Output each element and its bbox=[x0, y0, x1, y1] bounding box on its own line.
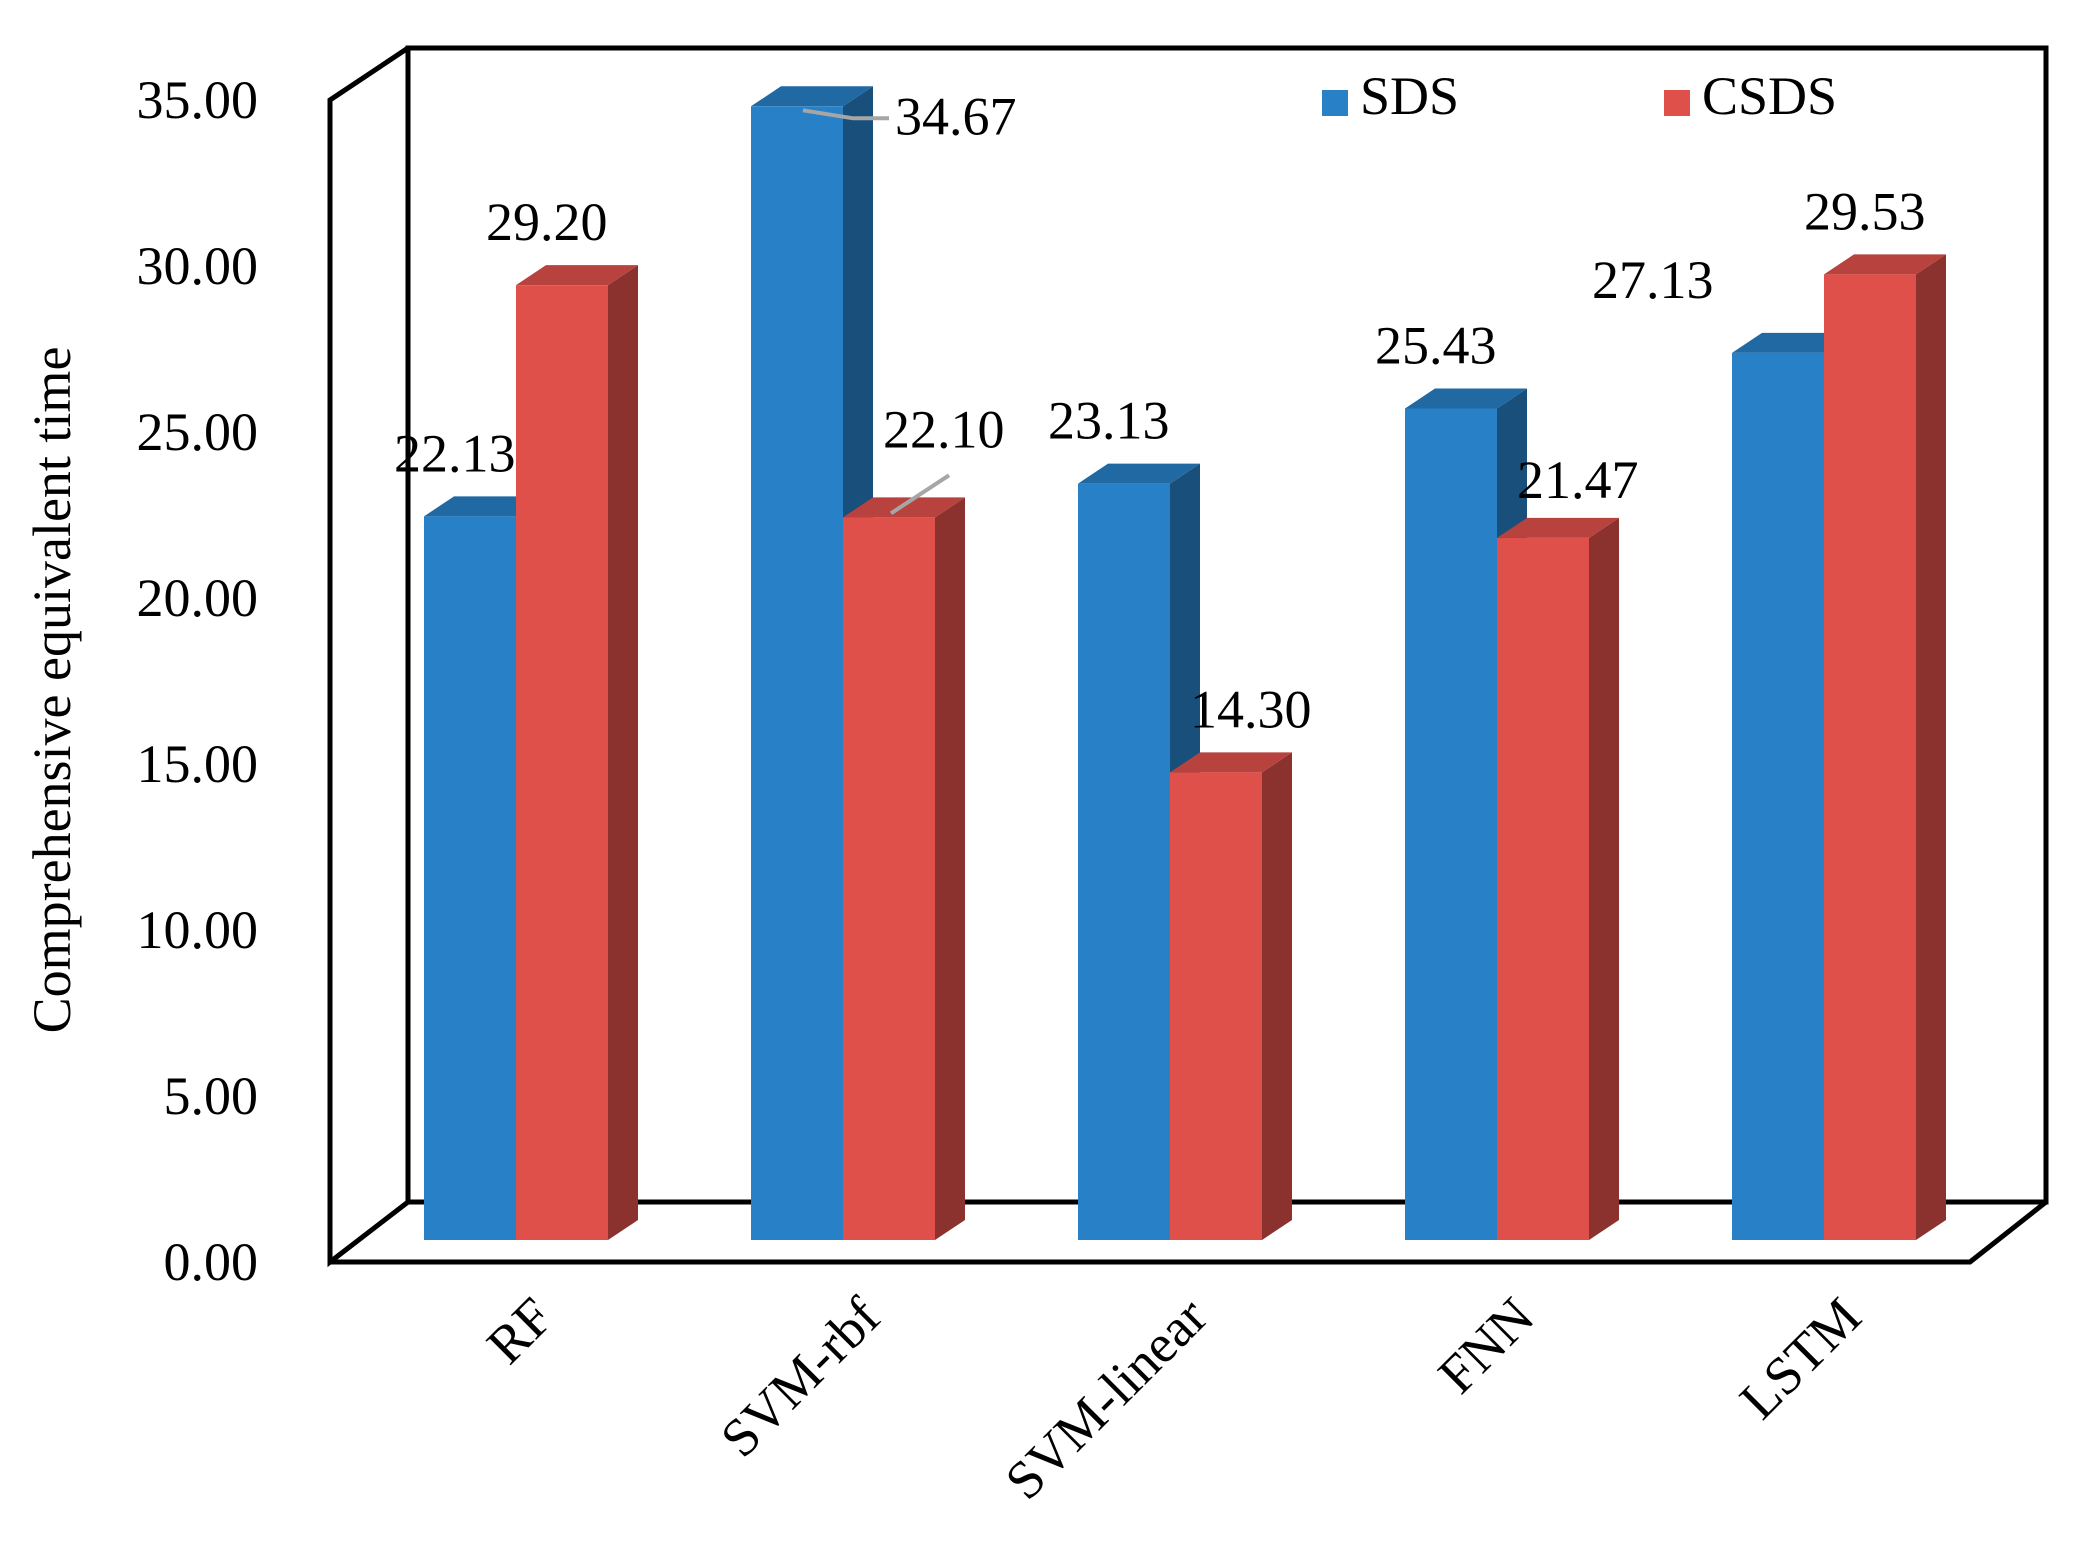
legend-swatch-csds bbox=[1664, 90, 1690, 116]
data-label-csds: 29.53 bbox=[1804, 181, 1926, 241]
legend-label-sds: SDS bbox=[1360, 66, 1459, 126]
x-axis-categories: RF SVM-rbf SVM-linear FNN LSTM bbox=[475, 1286, 1872, 1511]
data-label-csds: 29.20 bbox=[486, 192, 608, 252]
data-label-sds: 25.43 bbox=[1375, 315, 1497, 375]
x-tick-label: SVM-linear bbox=[994, 1286, 1219, 1511]
bar-top-sds bbox=[1078, 463, 1200, 484]
bars bbox=[424, 86, 1946, 1241]
bar-sds-rf bbox=[424, 516, 516, 1240]
bar-sds-svm-linear bbox=[1078, 483, 1170, 1240]
bar-top-csds bbox=[1497, 517, 1619, 538]
y-tick-label: 25.00 bbox=[137, 402, 259, 462]
data-labels: 22.13 29.20 34.67 22.10 23.13 14.30 25.43 21.47… bbox=[394, 86, 1926, 739]
bar-side-csds bbox=[1916, 254, 1946, 1240]
bar-top-csds bbox=[516, 265, 638, 286]
bar-csds-fnn bbox=[1497, 537, 1589, 1240]
y-axis-title: Comprehensive equivalent time bbox=[22, 347, 82, 1034]
bar-top-sds bbox=[1405, 388, 1527, 409]
y-tick-label: 5.00 bbox=[164, 1066, 259, 1126]
y-tick-label: 35.00 bbox=[137, 70, 259, 130]
y-tick-label: 10.00 bbox=[137, 900, 259, 960]
data-label-sds: 23.13 bbox=[1048, 391, 1170, 451]
bar-top-sds bbox=[424, 496, 546, 517]
y-tick-label: 0.00 bbox=[164, 1232, 259, 1292]
bar-side-csds bbox=[1589, 517, 1619, 1240]
bar-top-sds bbox=[751, 86, 873, 107]
bar-sds-fnn bbox=[1405, 408, 1497, 1241]
y-tick-label: 15.00 bbox=[137, 734, 259, 794]
x-tick-label: LSTM bbox=[1728, 1286, 1872, 1430]
x-tick-label: FNN bbox=[1427, 1286, 1546, 1405]
bar-top-csds bbox=[1824, 254, 1946, 275]
bar-csds-rf bbox=[516, 285, 608, 1240]
bar-sds-svm-rbf bbox=[751, 106, 843, 1240]
bar-csds-svm-linear bbox=[1170, 772, 1262, 1240]
x-tick-label: RF bbox=[475, 1286, 564, 1375]
data-label-sds: 34.67 bbox=[895, 86, 1017, 146]
bar-top-sds bbox=[1732, 332, 1854, 353]
bar-side-csds bbox=[935, 497, 965, 1241]
bar-top-csds bbox=[843, 497, 965, 518]
legend: SDS CSDS bbox=[1322, 66, 1837, 126]
legend-label-csds: CSDS bbox=[1702, 66, 1837, 126]
bar-side-csds bbox=[608, 265, 638, 1240]
x-tick-label: SVM-rbf bbox=[709, 1286, 891, 1468]
bar-csds-lstm bbox=[1824, 274, 1916, 1240]
data-label-csds: 14.30 bbox=[1190, 679, 1312, 739]
data-label-csds: 22.10 bbox=[883, 399, 1005, 459]
legend-swatch-sds bbox=[1322, 90, 1348, 116]
leader-line bbox=[802, 108, 889, 121]
data-label-sds: 27.13 bbox=[1592, 250, 1714, 310]
bar-side-csds bbox=[1262, 752, 1292, 1240]
bar-sds-lstm bbox=[1732, 352, 1824, 1240]
bar-csds-svm-rbf bbox=[843, 517, 935, 1240]
leader-line bbox=[889, 473, 951, 516]
data-label-sds: 22.13 bbox=[394, 423, 516, 483]
y-tick-label: 30.00 bbox=[137, 236, 259, 296]
side-wall bbox=[327, 45, 410, 1268]
data-label-csds: 21.47 bbox=[1517, 450, 1639, 510]
floor bbox=[330, 1200, 2048, 1265]
bar-top-csds bbox=[1170, 752, 1292, 773]
y-axis-ticks: 0.00 5.00 10.00 15.00 20.00 25.00 30.00 35.00 bbox=[137, 70, 259, 1292]
y-tick-label: 20.00 bbox=[137, 568, 259, 628]
